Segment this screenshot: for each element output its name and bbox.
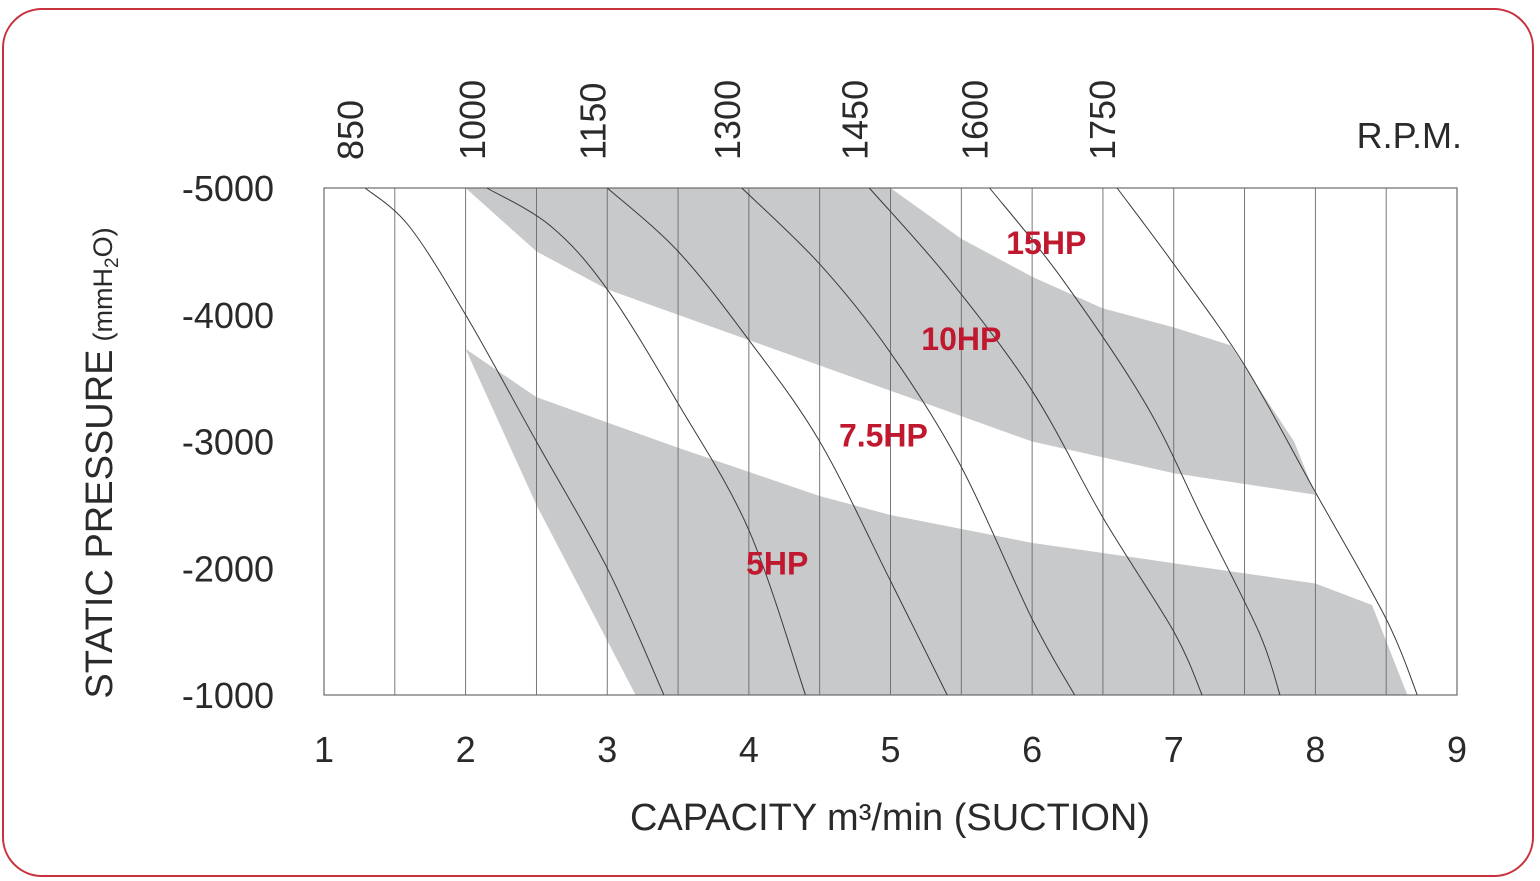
x-tick-label: 7 bbox=[1164, 729, 1184, 770]
rpm-tick-label: 1600 bbox=[955, 80, 996, 160]
hp-label: 15HP bbox=[1006, 225, 1086, 261]
hp-label: 7.5HP bbox=[839, 418, 928, 454]
hp-label: 5HP bbox=[746, 546, 808, 582]
y-axis-title: STATIC PRESSURE (mmH2O) bbox=[79, 227, 123, 698]
rpm-tick-label: 1300 bbox=[707, 80, 748, 160]
x-tick-label: 9 bbox=[1447, 729, 1467, 770]
x-tick-label: 8 bbox=[1305, 729, 1325, 770]
hp-labels: 5HP 7.5HP 10HP 15HP bbox=[746, 225, 1086, 582]
rpm-curves-layer bbox=[364, 187, 1418, 696]
x-tick-labels: 1 2 3 4 5 6 7 8 9 bbox=[314, 729, 1467, 770]
band-7-5hp bbox=[338, 188, 1316, 495]
x-tick-label: 6 bbox=[1022, 729, 1042, 770]
rpm-curve-850 bbox=[364, 187, 665, 696]
rpm-curve-1000 bbox=[486, 187, 806, 696]
rpm-curve-1750 bbox=[1116, 187, 1418, 696]
x-tick-label: 1 bbox=[314, 729, 334, 770]
rpm-tick-label: 1450 bbox=[834, 80, 875, 160]
x-tick-label: 5 bbox=[880, 729, 900, 770]
hp-label: 10HP bbox=[921, 321, 1001, 357]
rpm-axis-label: R.P.M. bbox=[1357, 115, 1462, 156]
y-axis-title-main: STATIC PRESSURE bbox=[79, 349, 121, 698]
rpm-tick-label: 1750 bbox=[1082, 80, 1123, 160]
band-5hp bbox=[465, 349, 1408, 695]
rpm-curve-1600 bbox=[989, 187, 1281, 696]
x-tick-label: 4 bbox=[739, 729, 759, 770]
y-tick-label: -5000 bbox=[182, 168, 274, 209]
y-tick-label: -2000 bbox=[182, 548, 274, 589]
rpm-curve-1300 bbox=[741, 187, 1076, 696]
y-tick-label: -1000 bbox=[182, 675, 274, 716]
rpm-tick-labels: 850 1000 1150 1300 1450 1600 1750 bbox=[330, 80, 1123, 160]
rpm-tick-label: 1150 bbox=[572, 83, 613, 160]
x-axis-title: CAPACITY m³/min (SUCTION) bbox=[630, 797, 1150, 839]
x-tick-label: 3 bbox=[597, 729, 617, 770]
x-tick-label: 2 bbox=[456, 729, 476, 770]
y-tick-labels: -5000 -4000 -3000 -2000 -1000 bbox=[182, 168, 274, 716]
y-axis-unit-prefix: (mmH bbox=[88, 268, 118, 341]
rpm-curve-1150 bbox=[606, 187, 948, 696]
rpm-curve-1450 bbox=[868, 187, 1203, 696]
rpm-tick-label: 850 bbox=[330, 100, 371, 160]
y-tick-label: -4000 bbox=[182, 295, 274, 336]
rpm-tick-label: 1000 bbox=[452, 80, 493, 160]
y-axis-unit-suffix: O) bbox=[88, 227, 118, 257]
y-axis-unit-sub: 2 bbox=[102, 257, 123, 268]
y-tick-label: -3000 bbox=[182, 422, 274, 463]
bands-layer bbox=[338, 188, 1408, 695]
